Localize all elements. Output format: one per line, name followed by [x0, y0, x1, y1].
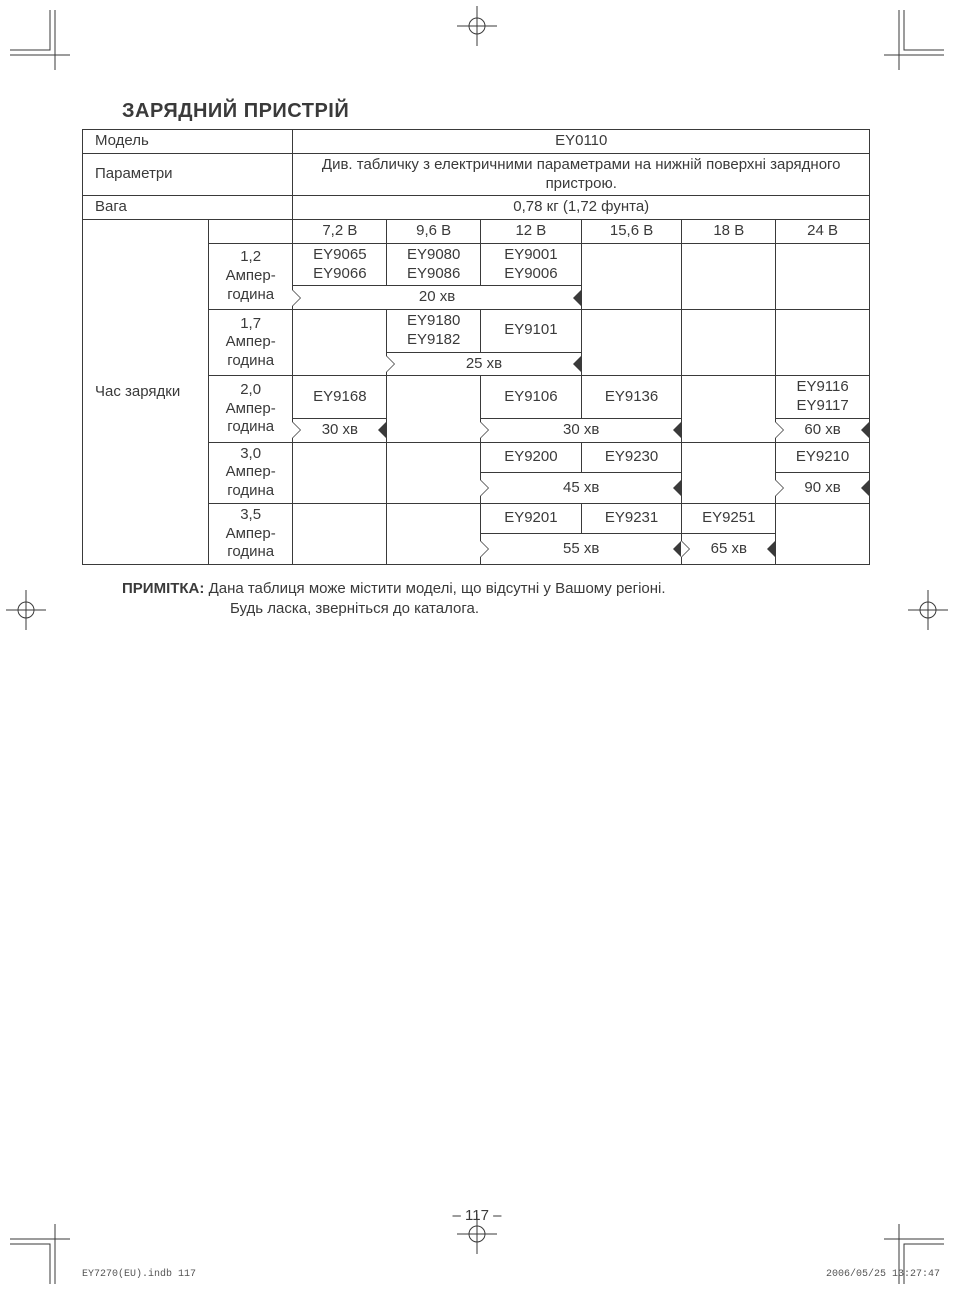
- model-cell: EY9106: [481, 376, 582, 419]
- empty-cell: [776, 310, 870, 376]
- model-cell: EY9136: [581, 376, 682, 419]
- page-content: ЗАРЯДНИЙ ПРИСТРІЙ Модель EY0110 Параметр…: [82, 70, 870, 620]
- registration-mark-left: [6, 590, 46, 630]
- empty-cell: [581, 243, 682, 309]
- empty-cell: [682, 442, 776, 503]
- time-cell: 90 хв: [776, 473, 870, 504]
- time-cell: 30 хв: [293, 418, 387, 442]
- time-cell: 60 хв: [776, 418, 870, 442]
- time-cell: 45 хв: [481, 473, 682, 504]
- empty-cell: [682, 310, 776, 376]
- voltage-header: 9,6 В: [387, 220, 481, 244]
- section-title: ЗАРЯДНИЙ ПРИСТРІЙ: [122, 100, 870, 123]
- table-row: Модель EY0110: [83, 130, 870, 154]
- note-label: ПРИМІТКА:: [122, 580, 204, 597]
- weight-label: Вага: [83, 196, 293, 220]
- amp-label: 1,2 Ампер-година: [208, 243, 293, 309]
- registration-mark-top: [457, 6, 497, 46]
- crop-mark-bl: [0, 1214, 80, 1294]
- empty-cell: [682, 376, 776, 442]
- voltage-header: 24 В: [776, 220, 870, 244]
- crop-mark-tr: [874, 0, 954, 80]
- model-value: EY0110: [293, 130, 870, 154]
- amp-label: 2,0 Ампер-година: [208, 376, 293, 442]
- model-cell: EY9251: [682, 503, 776, 534]
- params-value: Див. табличку з електричними параметрами…: [293, 153, 870, 196]
- amp-label: 1,7 Ампер-година: [208, 310, 293, 376]
- empty-cell: [387, 503, 481, 564]
- weight-value: 0,78 кг (1,72 фунта): [293, 196, 870, 220]
- empty-cell: [682, 243, 776, 309]
- time-cell: 25 хв: [387, 352, 581, 376]
- model-cell: EY9168: [293, 376, 387, 419]
- time-cell: 65 хв: [682, 534, 776, 565]
- model-cell: EY9210: [776, 442, 870, 473]
- model-cell: EY9180 EY9182: [387, 310, 481, 353]
- params-label: Параметри: [83, 153, 293, 196]
- model-cell: EY9080 EY9086: [387, 243, 481, 286]
- footer-right: 2006/05/25 13:27:47: [826, 1269, 940, 1280]
- table-row: Час зарядки 7,2 В 9,6 В 12 В 15,6 В 18 В…: [83, 220, 870, 244]
- model-cell: EY9101: [481, 310, 582, 353]
- charge-time-label: Час зарядки: [83, 220, 209, 565]
- voltage-header: 12 В: [481, 220, 582, 244]
- registration-mark-right: [908, 590, 948, 630]
- note-block: ПРИМІТКА: Дана таблиця може містити моде…: [122, 579, 870, 620]
- table-row: Вага 0,78 кг (1,72 фунта): [83, 196, 870, 220]
- model-cell: EY9231: [581, 503, 682, 534]
- model-cell: EY9001 EY9006: [481, 243, 582, 286]
- empty-cell: [776, 243, 870, 309]
- charger-spec-table: Модель EY0110 Параметри Див. табличку з …: [82, 129, 870, 565]
- model-cell: EY9065 EY9066: [293, 243, 387, 286]
- time-cell: 30 хв: [481, 418, 682, 442]
- note-line1: Дана таблиця може містити моделі, що від…: [209, 580, 666, 597]
- table-row: Параметри Див. табличку з електричними п…: [83, 153, 870, 196]
- model-cell: EY9200: [481, 442, 582, 473]
- empty-cell: [387, 442, 481, 503]
- empty-cell: [387, 376, 481, 442]
- note-line2: Будь ласка, зверніться до каталога.: [230, 599, 870, 619]
- time-cell: 20 хв: [293, 286, 581, 310]
- voltage-header: 18 В: [682, 220, 776, 244]
- model-label: Модель: [83, 130, 293, 154]
- empty-cell: [776, 503, 870, 564]
- model-cell: EY9201: [481, 503, 582, 534]
- time-cell: 55 хв: [481, 534, 682, 565]
- voltage-header: 15,6 В: [581, 220, 682, 244]
- empty-cell: [581, 310, 682, 376]
- amp-label: 3,0 Ампер-година: [208, 442, 293, 503]
- model-cell: EY9116 EY9117: [776, 376, 870, 419]
- voltage-header: 7,2 В: [293, 220, 387, 244]
- page-number: – 117 –: [0, 1207, 954, 1224]
- crop-mark-br: [874, 1214, 954, 1294]
- footer-left: EY7270(EU).indb 117: [82, 1269, 196, 1280]
- empty-cell: [293, 503, 387, 564]
- crop-mark-tl: [0, 0, 80, 80]
- amp-label: 3,5 Ампер-година: [208, 503, 293, 564]
- model-cell: EY9230: [581, 442, 682, 473]
- empty-cell: [293, 310, 387, 376]
- empty-cell: [293, 442, 387, 503]
- footer: EY7270(EU).indb 117 2006/05/25 13:27:47: [82, 1269, 940, 1280]
